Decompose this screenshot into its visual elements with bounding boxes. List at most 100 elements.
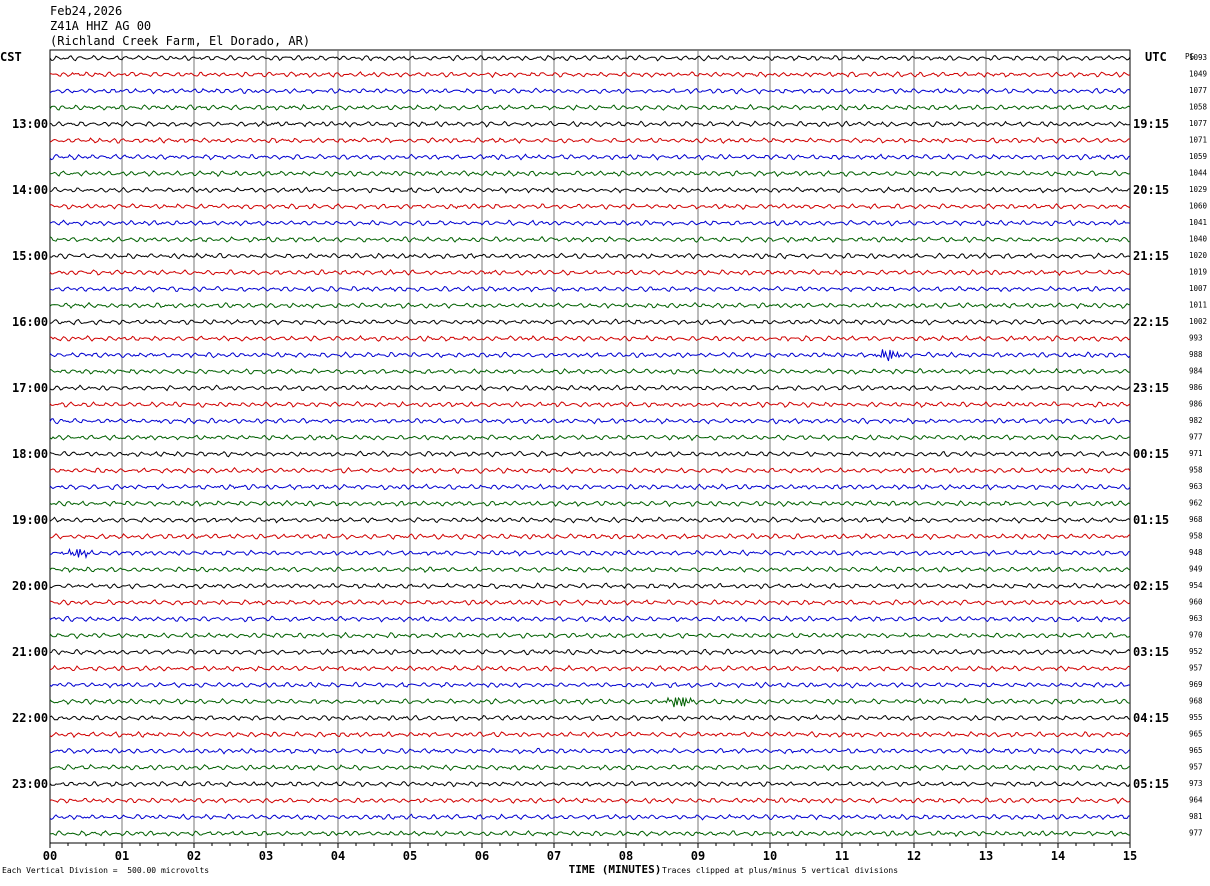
left-timezone-label: CST [0, 50, 22, 64]
row-value-40: 955 [1189, 713, 1203, 722]
row-value-44: 973 [1189, 779, 1203, 788]
row-value-16: 1002 [1189, 317, 1207, 326]
x-tick-label: 02 [187, 849, 201, 863]
x-tick-label: 01 [115, 849, 129, 863]
trace-row-23 [49, 434, 1131, 442]
x-tick-label: 10 [763, 849, 777, 863]
row-value-42: 965 [1189, 746, 1203, 755]
trace-row-5 [49, 137, 1131, 144]
right-time-label: 21:15 [1133, 249, 1169, 263]
row-value-10: 1041 [1189, 218, 1207, 227]
trace-row-28 [49, 516, 1131, 524]
left-time-label: 15:00 [12, 249, 48, 263]
trace-row-17 [49, 334, 1131, 342]
row-value-0: 1093 [1189, 53, 1207, 62]
trace-row-15 [49, 301, 1131, 310]
right-time-label: 04:15 [1133, 711, 1169, 725]
left-time-label: 18:00 [12, 447, 48, 461]
left-time-label: 21:00 [12, 645, 48, 659]
trace-row-26 [49, 483, 1131, 491]
x-tick-label: 00 [43, 849, 57, 863]
row-value-1: 1049 [1189, 70, 1207, 79]
trace-row-35 [49, 631, 1131, 640]
left-time-label: 19:00 [12, 513, 48, 527]
right-column-header: PG [1185, 52, 1195, 61]
trace-row-16 [49, 318, 1131, 326]
trace-row-32 [49, 582, 1131, 590]
trace-row-1 [49, 71, 1131, 79]
row-value-25: 958 [1189, 466, 1203, 475]
row-value-2: 1077 [1189, 86, 1207, 95]
row-value-35: 970 [1189, 631, 1203, 640]
trace-row-31 [49, 565, 1131, 574]
trace-row-10 [49, 219, 1131, 227]
x-axis-label: TIME (MINUTES) [569, 863, 662, 876]
row-value-20: 986 [1189, 383, 1203, 392]
left-time-label: 13:00 [12, 117, 48, 131]
trace-row-44 [49, 780, 1131, 788]
right-time-label: 22:15 [1133, 315, 1169, 329]
trace-row-36 [49, 648, 1131, 656]
row-value-9: 1060 [1189, 202, 1208, 211]
trace-row-6 [49, 153, 1131, 161]
trace-row-19 [49, 367, 1131, 375]
x-tick-label: 13 [979, 849, 993, 863]
trace-row-8 [49, 186, 1131, 194]
station-location: (Richland Creek Farm, El Dorado, AR) [50, 34, 311, 48]
trace-row-39 [49, 696, 1131, 708]
right-time-label: 02:15 [1133, 579, 1169, 593]
row-value-29: 958 [1189, 532, 1203, 541]
trace-row-11 [49, 235, 1131, 244]
footer-scale-note: Each Vertical Division = 500.00 microvol… [2, 866, 210, 875]
row-value-15: 1011 [1189, 301, 1207, 310]
x-tick-label: 06 [475, 849, 489, 863]
trace-row-29 [49, 533, 1131, 541]
left-time-label: 22:00 [12, 711, 48, 725]
trace-row-22 [49, 417, 1131, 425]
x-tick-label: 11 [835, 849, 849, 863]
trace-row-27 [49, 499, 1131, 508]
trace-row-46 [49, 813, 1131, 821]
right-time-label: 19:15 [1133, 117, 1169, 131]
trace-row-30 [49, 547, 1131, 560]
row-value-37: 957 [1189, 664, 1203, 673]
row-value-31: 949 [1189, 565, 1203, 574]
row-value-26: 963 [1189, 482, 1203, 491]
right-time-label: 01:15 [1133, 513, 1169, 527]
row-value-12: 1020 [1189, 251, 1208, 260]
row-value-14: 1007 [1189, 284, 1207, 293]
trace-row-43 [49, 764, 1131, 772]
x-tick-label: 15 [1123, 849, 1137, 863]
row-value-34: 963 [1189, 614, 1203, 623]
trace-row-0 [49, 54, 1131, 62]
row-value-27: 962 [1189, 499, 1203, 508]
row-value-36: 952 [1189, 647, 1203, 656]
trace-row-42 [49, 747, 1131, 755]
row-value-43: 957 [1189, 763, 1203, 772]
x-tick-label: 09 [691, 849, 705, 863]
footer-clip-note: Traces clipped at plus/minus 5 vertical … [662, 866, 899, 875]
right-time-label: 03:15 [1133, 645, 1169, 659]
left-time-label: 16:00 [12, 315, 48, 329]
trace-row-34 [49, 615, 1131, 623]
trace-row-18 [49, 349, 1131, 362]
row-value-22: 982 [1189, 416, 1203, 425]
trace-row-37 [49, 664, 1131, 673]
row-value-24: 971 [1189, 449, 1203, 458]
trace-row-45 [49, 797, 1131, 805]
row-value-32: 954 [1189, 581, 1203, 590]
row-value-47: 977 [1189, 829, 1203, 838]
trace-row-21 [49, 400, 1131, 409]
trace-row-12 [49, 252, 1131, 260]
row-value-8: 1029 [1189, 185, 1207, 194]
left-time-label: 17:00 [12, 381, 48, 395]
row-value-45: 964 [1189, 796, 1203, 805]
row-value-39: 968 [1189, 697, 1203, 706]
trace-row-38 [49, 681, 1130, 689]
trace-row-2 [49, 87, 1131, 95]
trace-row-41 [49, 730, 1131, 739]
left-time-label: 20:00 [12, 579, 48, 593]
row-value-6: 1059 [1189, 152, 1207, 161]
row-value-18: 988 [1189, 350, 1203, 359]
trace-row-9 [49, 202, 1131, 211]
